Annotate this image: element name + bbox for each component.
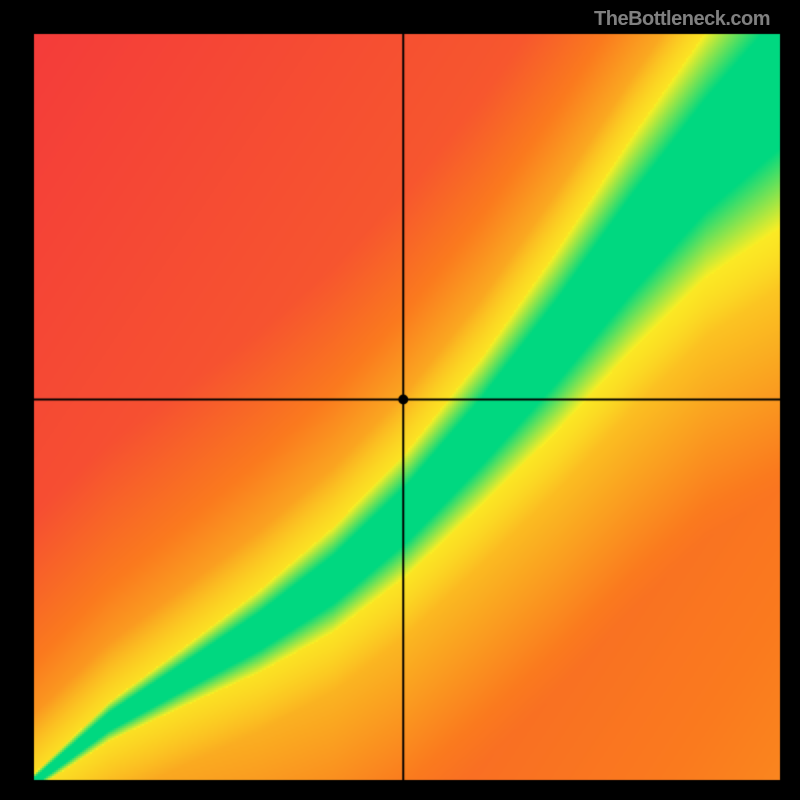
watermark-text: TheBottleneck.com — [594, 8, 770, 31]
bottleneck-heatmap-chart: TheBottleneck.com — [0, 0, 800, 800]
heatmap-canvas — [0, 0, 800, 800]
